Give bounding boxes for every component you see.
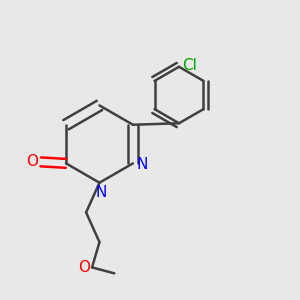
Text: O: O xyxy=(26,154,38,169)
Text: Cl: Cl xyxy=(183,58,197,73)
Text: O: O xyxy=(78,260,90,275)
Text: N: N xyxy=(136,158,148,172)
Text: N: N xyxy=(95,185,106,200)
